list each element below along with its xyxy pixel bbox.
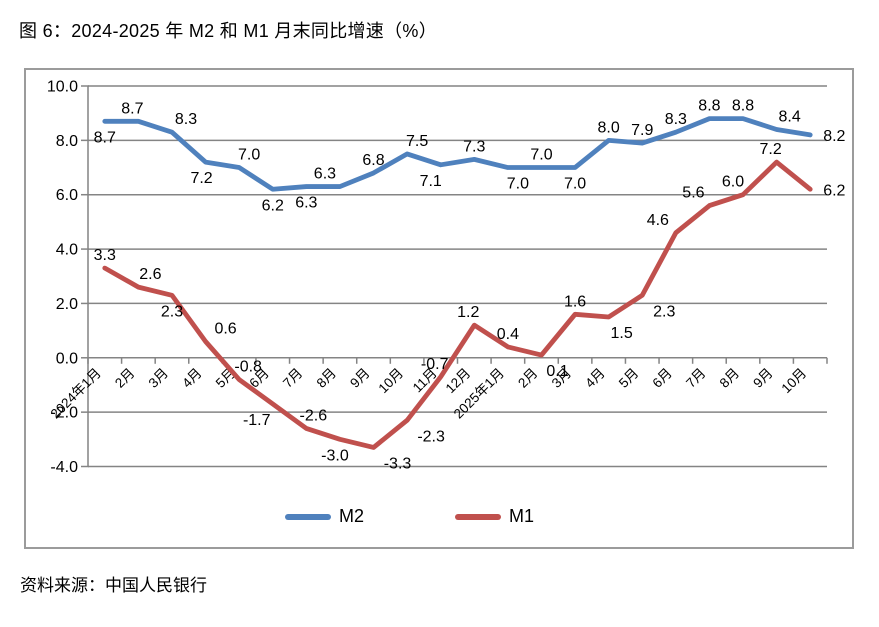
m1-value-label: -1.7 [243,412,271,429]
m2-value-label: 8.2 [823,128,845,145]
m2-value-label: 6.3 [295,195,317,212]
m2-value-label: 8.4 [778,108,800,125]
y-axis-label: 10.0 [47,79,78,96]
legend-label-m1: M1 [509,506,535,526]
m2-value-label: 8.7 [121,100,143,117]
m2-value-label: 7.5 [406,133,428,150]
m2-value-label: 7.0 [238,147,260,164]
m1-value-label: 2.3 [653,303,675,320]
y-axis-label: 6.0 [56,187,78,204]
y-axis-label: 8.0 [56,133,78,150]
m1-value-label: 2.6 [139,266,161,283]
m1-legend-swatch [455,513,501,520]
m1-value-label: 7.2 [759,141,781,158]
m2-value-label: 7.0 [507,176,529,193]
chart-legend: M2 M1 [26,506,852,532]
m2-value-label: 8.8 [732,98,754,115]
m1-value-label: -2.3 [417,428,445,445]
x-axis-label: 9月 [347,365,372,390]
m1-value-label: -3.0 [321,447,349,464]
y-axis-label: 0.0 [56,350,78,367]
legend-label-m2: M2 [339,506,365,526]
x-axis-label: 6月 [649,365,674,390]
source-note: 资料来源：中国人民银行 [20,576,207,595]
m2-value-label: 7.2 [190,170,212,187]
chart-title: 图 6：2024-2025 年 M2 和 M1 月末同比增速（%） [19,21,438,41]
m1-value-label: 0.1 [546,363,568,380]
m1-value-label: 3.3 [94,247,116,264]
m1-value-label: 6.2 [823,182,845,199]
x-axis-label: 10月 [779,365,810,396]
m1-value-label: -0.8 [234,359,262,376]
m2-value-label: 7.0 [564,176,586,193]
m1-value-label: 0.4 [497,326,519,343]
m1-value-label: 1.2 [457,304,479,321]
m1-value-label: 0.6 [214,320,236,337]
x-axis-label: 8月 [717,365,742,390]
m2-value-label: 7.0 [530,147,552,164]
x-axis-label: 2月 [112,365,137,390]
x-axis-label: 4月 [179,365,204,390]
x-axis-label: 10月 [375,365,406,396]
m1-value-label: 1.5 [611,325,633,342]
m1-value-label: 2.3 [161,303,183,320]
m2-value-label: 8.0 [598,119,620,136]
m2-value-label: 7.1 [420,173,442,190]
m2-value-label: 6.2 [262,197,284,214]
m2-line [102,116,813,192]
y-axis-label: -2.0 [50,405,78,422]
chart-frame: 10.0 8.0 6.0 4.0 2.0 0.0 -2.0 -4.0 2024年1月 2月 3月 4月… [24,68,854,549]
legend-item-m1: M1 [455,506,534,527]
m1-line [102,159,813,450]
m1-value-label: 1.6 [564,293,586,310]
m1-value-label: -3.3 [384,455,412,472]
m1-value-label: 4.6 [647,212,669,229]
m2-value-label: 6.3 [314,166,336,183]
x-axis-label: 4月 [582,365,607,390]
m1-value-label: -0.7 [421,356,449,373]
m2-value-label: 7.3 [463,138,485,155]
m2-value-label: 7.9 [631,122,653,139]
y-axis-label: -4.0 [50,459,78,476]
m2-value-label: 8.3 [175,111,197,128]
y-axis-label: 2.0 [56,296,78,313]
x-axis-label: 9月 [750,365,775,390]
x-axis-label: 3月 [146,365,171,390]
y-axis-label: 4.0 [56,242,78,259]
m2-value-label: 8.3 [665,111,687,128]
m2-value-label: 8.8 [698,98,720,115]
x-axis-label: 2月 [515,365,540,390]
m1-value-label: -2.6 [300,407,328,424]
x-axis-label: 7月 [683,365,708,390]
x-axis-label: 5月 [616,365,641,390]
x-axis-label: 7月 [280,365,305,390]
m2-legend-swatch [285,513,331,520]
legend-item-m2: M2 [285,506,364,527]
m1-value-label: 5.6 [682,185,704,202]
m1-value-label: 6.0 [722,174,744,191]
x-axis-label: 8月 [314,365,339,390]
m2-value-label: 8.7 [94,129,116,146]
m2-value-label: 6.8 [362,152,384,169]
